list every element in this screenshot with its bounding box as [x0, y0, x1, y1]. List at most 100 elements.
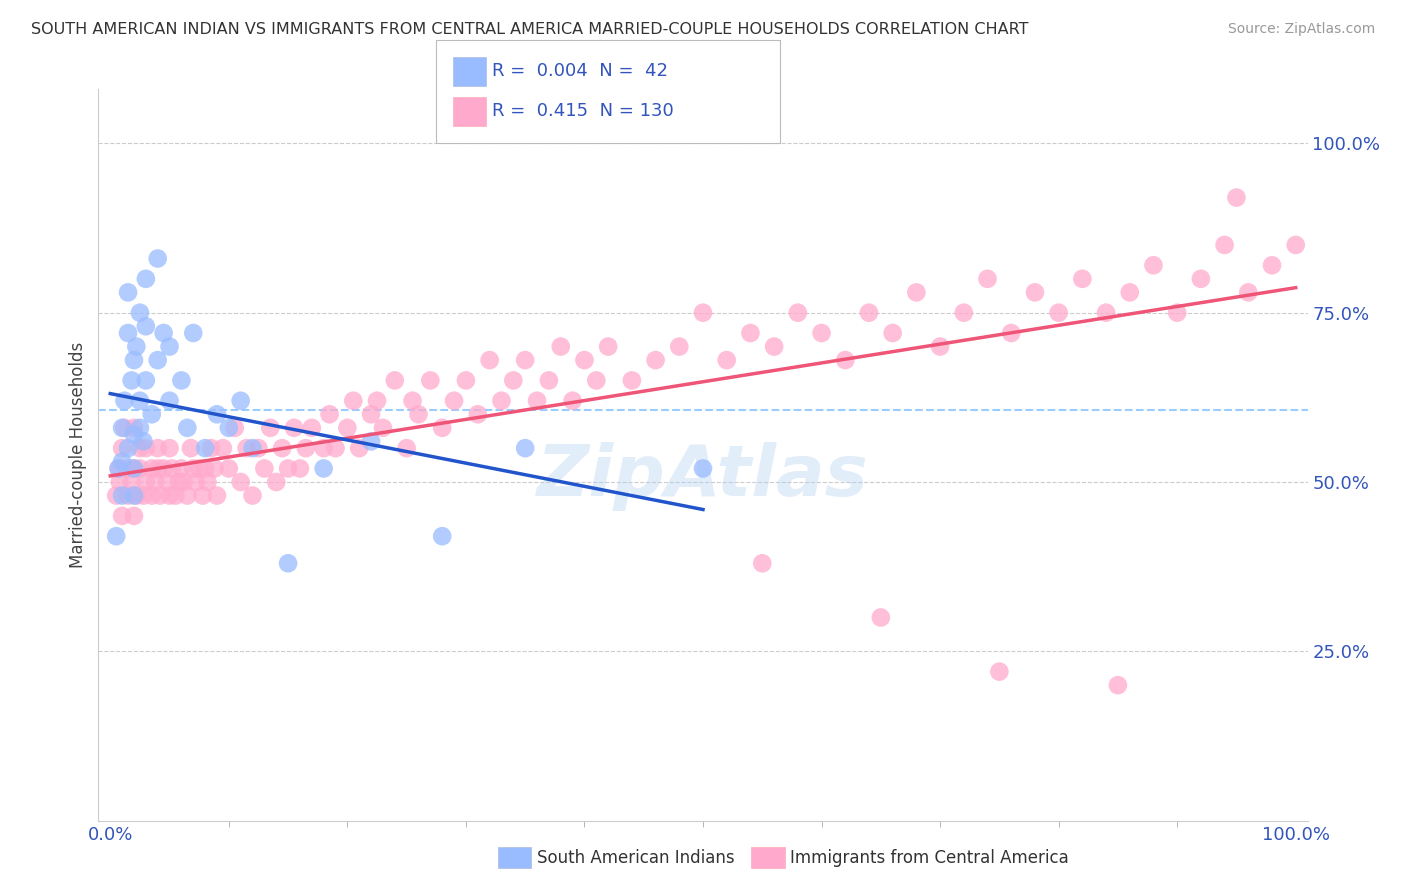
Point: [371, 421, 394, 435]
Point: [107, 461, 129, 475]
Point: [259, 421, 281, 435]
Point: [170, 461, 193, 475]
Point: [620, 373, 643, 387]
Text: R =  0.004  N =  42: R = 0.004 N = 42: [492, 62, 668, 80]
Point: [176, 421, 198, 435]
Point: [122, 353, 145, 368]
Point: [184, 475, 207, 489]
Point: [561, 393, 583, 408]
Point: [277, 556, 299, 570]
Point: [1189, 272, 1212, 286]
Point: [550, 340, 572, 354]
Point: [170, 373, 193, 387]
Point: [173, 475, 195, 489]
Point: [288, 461, 311, 475]
Point: [188, 461, 211, 475]
Point: [129, 461, 152, 475]
Point: [408, 407, 430, 421]
Point: [205, 407, 228, 421]
Point: [312, 461, 335, 475]
Point: [160, 461, 183, 475]
Point: [1000, 326, 1022, 340]
Point: [312, 441, 335, 455]
Point: [834, 353, 856, 368]
Point: [122, 427, 145, 442]
Point: [141, 461, 163, 475]
Point: [105, 529, 128, 543]
Point: [141, 489, 163, 503]
Point: [401, 393, 423, 408]
Point: [347, 441, 370, 455]
Point: [141, 407, 163, 421]
Text: R =  0.415  N = 130: R = 0.415 N = 130: [492, 103, 673, 120]
Point: [200, 441, 222, 455]
Point: [125, 340, 148, 354]
Point: [176, 489, 198, 503]
Point: [502, 373, 524, 387]
Point: [1095, 306, 1118, 320]
Point: [253, 461, 276, 475]
Point: [882, 326, 904, 340]
Point: [858, 306, 880, 320]
Point: [740, 326, 762, 340]
Point: [122, 489, 145, 503]
Text: Source: ZipAtlas.com: Source: ZipAtlas.com: [1227, 22, 1375, 37]
Point: [117, 285, 139, 300]
Point: [585, 373, 607, 387]
Point: [318, 407, 340, 421]
Point: [129, 306, 152, 320]
Point: [121, 475, 143, 489]
Point: [1107, 678, 1129, 692]
Point: [419, 373, 441, 387]
Point: [146, 353, 169, 368]
Point: [224, 421, 246, 435]
Point: [1142, 258, 1164, 272]
Point: [491, 393, 513, 408]
Point: [342, 393, 364, 408]
Point: [117, 441, 139, 455]
Point: [181, 326, 204, 340]
Point: [1225, 190, 1247, 204]
Point: [111, 489, 134, 503]
Point: [181, 461, 204, 475]
Point: [197, 475, 219, 489]
Point: [129, 421, 152, 435]
Point: [111, 508, 134, 523]
Point: [117, 326, 139, 340]
Point: [478, 353, 501, 368]
Point: [1047, 306, 1070, 320]
Point: [235, 441, 257, 455]
Point: [325, 441, 347, 455]
Point: [242, 441, 264, 455]
Point: [598, 340, 620, 354]
Point: [122, 421, 145, 435]
Point: [432, 421, 454, 435]
Point: [515, 353, 537, 368]
Point: [117, 489, 139, 503]
Point: [283, 421, 305, 435]
Point: [194, 461, 217, 475]
Point: [976, 272, 998, 286]
Point: [644, 353, 666, 368]
Point: [105, 489, 128, 503]
Point: [515, 441, 537, 455]
Point: [810, 326, 832, 340]
Point: [301, 421, 323, 435]
Text: SOUTH AMERICAN INDIAN VS IMMIGRANTS FROM CENTRAL AMERICA MARRIED-COUPLE HOUSEHOL: SOUTH AMERICAN INDIAN VS IMMIGRANTS FROM…: [31, 22, 1028, 37]
Point: [929, 340, 952, 354]
Point: [212, 441, 235, 455]
Point: [159, 393, 181, 408]
Point: [165, 489, 187, 503]
Point: [443, 393, 465, 408]
Point: [205, 489, 228, 503]
Point: [271, 441, 294, 455]
Point: [132, 434, 155, 449]
Point: [988, 665, 1011, 679]
Point: [1166, 306, 1188, 320]
Point: [432, 529, 454, 543]
Point: [751, 556, 773, 570]
Text: Immigrants from Central America: Immigrants from Central America: [790, 849, 1069, 867]
Point: [114, 393, 136, 408]
Point: [156, 475, 179, 489]
Point: [1237, 285, 1260, 300]
